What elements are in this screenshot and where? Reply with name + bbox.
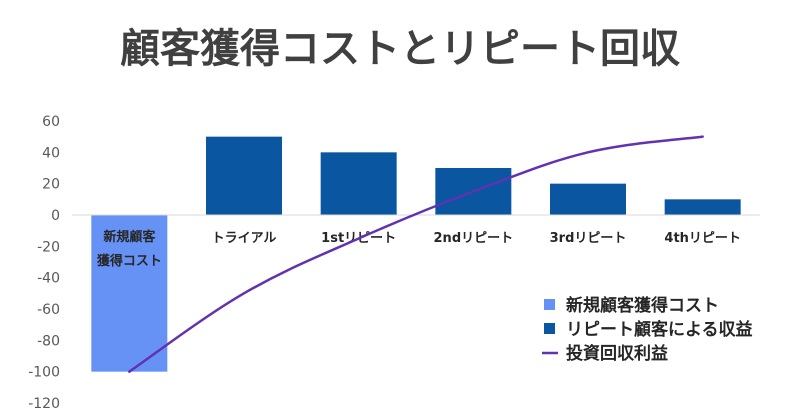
x-category-label: トライアル bbox=[212, 231, 277, 246]
y-tick-label: 40 bbox=[42, 145, 60, 161]
y-tick-label: 60 bbox=[42, 114, 60, 130]
legend-label: 新規顧客獲得コスト bbox=[566, 295, 719, 316]
y-tick-label: 20 bbox=[42, 177, 60, 193]
bar-repeat-revenue bbox=[206, 136, 282, 215]
bar-acquisition-cost bbox=[91, 215, 168, 372]
y-tick-label: 0 bbox=[51, 208, 60, 224]
y-tick-label: -40 bbox=[37, 271, 60, 287]
x-category-label: 2ndリピート bbox=[434, 231, 514, 246]
y-tick-label: -20 bbox=[37, 239, 60, 255]
bar-repeat-revenue bbox=[664, 199, 741, 215]
legend-label: 投資回収利益 bbox=[566, 343, 668, 364]
bar-repeat-revenue bbox=[550, 183, 626, 215]
y-tick-label: -60 bbox=[37, 302, 60, 318]
legend-swatch bbox=[544, 299, 555, 310]
x-category-label: 3rdリピート bbox=[550, 231, 627, 246]
x-category-label: 4thリピート bbox=[664, 231, 741, 246]
y-tick-label: -100 bbox=[28, 365, 60, 381]
bar-repeat-revenue bbox=[320, 152, 397, 215]
chart-title: 顧客獲得コストとリピート回収 bbox=[120, 26, 680, 72]
y-tick-label: -120 bbox=[28, 396, 60, 412]
legend-label: リピート顧客による収益 bbox=[566, 319, 753, 340]
line-payback-profit bbox=[128, 135, 704, 373]
y-tick-label: -80 bbox=[37, 333, 60, 349]
legend-swatch bbox=[544, 323, 555, 334]
x-category-label: 新規顧客獲得コスト bbox=[97, 229, 162, 269]
